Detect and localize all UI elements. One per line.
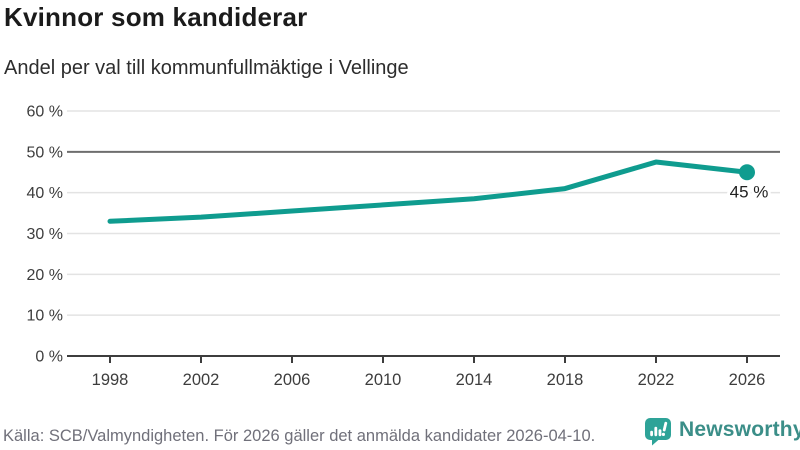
end-point-label: 45 %	[730, 182, 769, 201]
x-axis-tick-label: 2014	[456, 371, 493, 389]
newsworthy-logo: Newsworthy	[644, 416, 800, 446]
x-axis-tick-label: 2026	[729, 371, 766, 389]
y-axis-tick-label: 40 %	[27, 185, 63, 202]
end-point-marker	[739, 164, 755, 181]
y-axis-tick-label: 0 %	[35, 349, 63, 366]
newsworthy-logo-icon	[645, 417, 671, 445]
y-axis-tick-label: 10 %	[27, 308, 63, 325]
y-axis-tick-label: 50 %	[27, 144, 63, 161]
data-line	[107, 159, 750, 224]
newsworthy-logo-text: Newsworthy	[679, 418, 800, 441]
y-axis-tick-label: 20 %	[27, 267, 63, 284]
x-axis-tick-label: 2002	[183, 371, 220, 389]
y-axis-tick-label: 60 %	[27, 104, 63, 121]
x-axis-tick-label: 1998	[92, 371, 129, 389]
x-axis-tick-label: 2022	[638, 371, 675, 389]
page-title: Kvinnor som kandiderar	[4, 2, 308, 32]
x-axis-tick-label: 2018	[547, 371, 584, 389]
source-note: Källa: SCB/Valmyndigheten. För 2026 gäll…	[3, 427, 596, 445]
chart-subtitle: Andel per val till kommunfullmäktige i V…	[4, 57, 409, 79]
line-chart: 60 % 50 % 40 % 30 % 20 % 10 % 0 % 1998 2002 2006 2…	[27, 104, 780, 389]
y-axis-tick-label: 30 %	[27, 226, 63, 243]
x-axis-tick-label: 2006	[274, 371, 311, 389]
x-axis-tick-label: 2010	[365, 371, 402, 389]
